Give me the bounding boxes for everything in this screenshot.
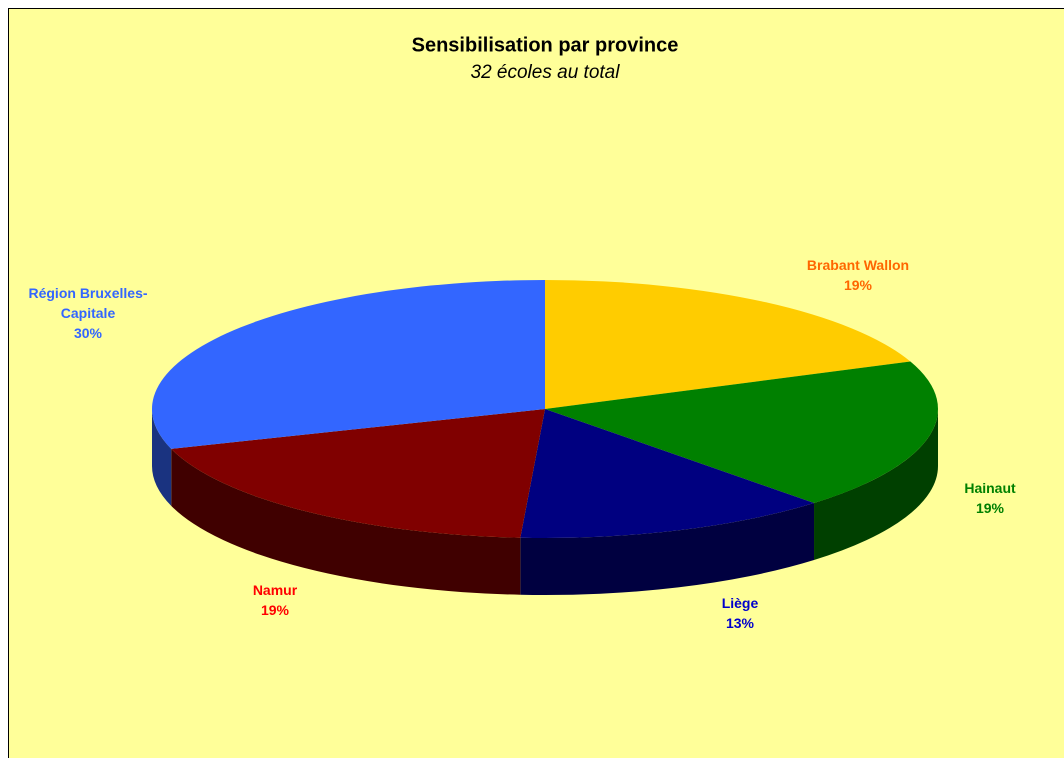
slice: [545, 361, 938, 504]
slice-label: Brabant Wallon 19%: [778, 255, 938, 295]
slice-name: Région Bruxelles-Capitale: [28, 285, 148, 321]
slice-side: [814, 409, 938, 561]
slice: [171, 409, 545, 538]
chart-title: Sensibilisation par province: [412, 34, 679, 56]
slice-side: [152, 409, 172, 506]
slice: [520, 409, 815, 538]
slice-side: [520, 503, 815, 595]
slice-name: Hainaut: [964, 480, 1016, 496]
slice-value: 19%: [975, 500, 1005, 516]
slice: [545, 280, 911, 409]
slice-label: Namur 19%: [195, 580, 355, 620]
slice-value: 13%: [725, 615, 755, 631]
slice-name: Liège: [721, 595, 759, 611]
slice: [151, 280, 546, 449]
slice-value: 30%: [73, 325, 103, 341]
chart-subtitle: 32 écoles au total: [471, 62, 621, 83]
slice-name: Brabant Wallon: [806, 257, 910, 273]
slice-name: Namur: [252, 582, 298, 598]
slice-value: 19%: [260, 602, 290, 618]
slice-label: Liège 13%: [660, 593, 820, 633]
slice-label: Région Bruxelles-Capitale 30%: [8, 283, 168, 343]
slice-side: [171, 448, 521, 595]
slice-value: 19%: [843, 277, 873, 293]
slice-label: Hainaut 19%: [910, 478, 1064, 518]
